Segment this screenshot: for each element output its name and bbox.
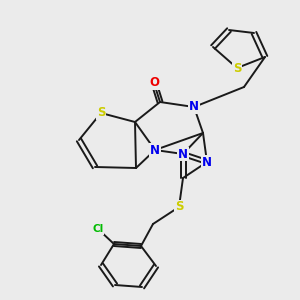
Text: N: N	[178, 148, 188, 160]
Text: S: S	[233, 61, 241, 74]
Text: O: O	[149, 76, 159, 89]
Text: Cl: Cl	[92, 224, 104, 234]
Text: N: N	[202, 155, 212, 169]
Text: S: S	[175, 200, 183, 214]
Text: N: N	[150, 143, 160, 157]
Text: N: N	[189, 100, 199, 113]
Text: S: S	[97, 106, 105, 119]
